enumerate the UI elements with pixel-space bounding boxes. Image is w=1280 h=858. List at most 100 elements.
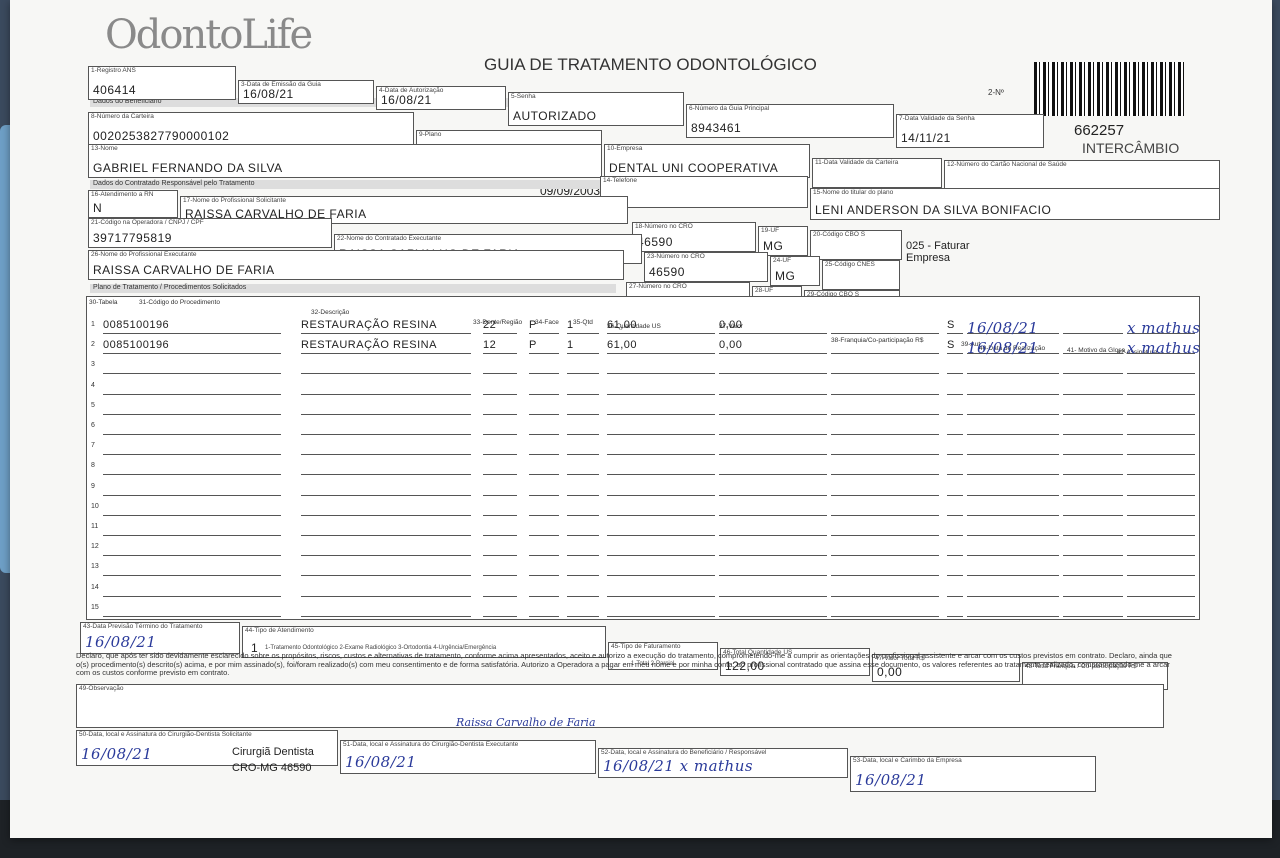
field-label: 1-Registro ANS — [91, 67, 136, 74]
row-number: 11 — [91, 523, 99, 530]
stamp-title: Cirurgiã Dentista — [232, 746, 314, 758]
table-cell — [947, 521, 963, 536]
row-number: 7 — [91, 442, 95, 450]
table-cell — [947, 582, 963, 597]
field-value: RAISSA CARVALHO DE FARIA — [185, 207, 367, 221]
field-label: 23-Número no CRO — [647, 253, 705, 260]
table-cell — [529, 521, 559, 536]
table-cell — [301, 420, 471, 435]
declaration: Declaro, que após ter sido devidamente e… — [76, 651, 1172, 677]
table-cell — [967, 582, 1059, 597]
field-label: 16-Atendimento a RN — [91, 191, 154, 198]
table-cell — [567, 481, 599, 496]
table-cell — [947, 420, 963, 435]
table-cell — [567, 460, 599, 476]
table-cell — [1127, 359, 1195, 375]
table-cell — [967, 440, 1059, 456]
field: 20-Código CBO S — [810, 230, 902, 260]
field: 6-Número da Guia Principal 8943461 — [686, 104, 894, 138]
table-cell — [529, 359, 559, 375]
table-cell — [947, 541, 963, 557]
field-label: 24-UF — [773, 257, 792, 264]
table-cell — [103, 400, 281, 415]
column-header: 30-Tabela — [89, 299, 118, 306]
field-note: 1-Tratamento Odontológico 2-Exame Radiol… — [265, 645, 497, 651]
table-cell — [607, 460, 715, 476]
table-cell — [719, 602, 827, 617]
table-cell — [301, 501, 471, 516]
table-cell — [483, 380, 517, 395]
signature-field: 53-Data, local e Carimbo da Empresa 16/08… — [850, 756, 1096, 792]
field-note: 1-Total 2-Parcial — [631, 661, 675, 667]
table-cell — [529, 561, 559, 577]
table-cell — [103, 541, 281, 557]
table-cell — [1127, 440, 1195, 456]
field-label: 44-Tipo de Atendimento — [245, 627, 314, 634]
table-cell — [719, 481, 827, 496]
footer-field: 43-Data Previsão Término do Tratamento 16… — [80, 622, 240, 654]
billing: 025 - Faturar Empresa — [906, 240, 970, 264]
footer-field: 47-Valor Total R$ 0,00 — [872, 654, 1020, 682]
table-cell — [947, 561, 963, 577]
table-cell — [529, 582, 559, 597]
table-cell — [567, 561, 599, 577]
table-cell — [567, 359, 599, 375]
field-label: 53-Data, local e Carimbo da Empresa — [853, 757, 962, 764]
form-sheet: OdontoLife GUIA DE TRATAMENTO ODONTOLÓGI… — [10, 0, 1272, 838]
table-cell — [1063, 440, 1123, 456]
table-cell — [1127, 561, 1195, 577]
footer-field: 44-Tipo de Atendimento 1-Tratamento Odont… — [242, 626, 606, 658]
row-number: 14 — [91, 583, 99, 591]
form-title: GUIA DE TRATAMENTO ODONTOLÓGICO — [484, 55, 817, 74]
field-value: GABRIEL FERNANDO DA SILVA — [93, 161, 283, 175]
table-cell — [483, 541, 517, 557]
table-cell — [831, 541, 939, 557]
field-value: 14/11/21 — [901, 131, 951, 145]
field: 14-Telefone — [600, 176, 808, 208]
field-label: 49-Observação — [79, 685, 124, 692]
field-value: 46590 — [649, 265, 685, 279]
table-cell — [831, 582, 939, 597]
table-cell — [529, 440, 559, 456]
table-cell: x mathus — [1127, 319, 1201, 337]
field: 16-Atendimento a RN N — [88, 190, 178, 218]
field: 21-Código na Operadora / CNPJ / CPF 39717… — [88, 218, 332, 248]
table-cell — [103, 602, 281, 617]
field-value: 39717795819 — [93, 231, 172, 245]
table-cell — [947, 359, 963, 375]
table-cell — [831, 561, 939, 577]
table-cell: 22 — [483, 319, 517, 334]
column-header: 40-Data de Realização — [979, 345, 1046, 352]
table-cell: P — [529, 339, 559, 355]
column-header: 34-Face — [535, 319, 559, 326]
table-cell — [607, 541, 715, 557]
field-value: MG — [763, 239, 784, 253]
table-cell — [831, 339, 939, 355]
table-cell — [947, 440, 963, 456]
field-value: 16/08/21 — [243, 87, 294, 101]
signature-field: 52-Data, local e Assinatura do Beneficiá… — [598, 748, 848, 778]
table-cell — [483, 481, 517, 496]
table-cell — [103, 481, 281, 496]
table-cell — [529, 602, 559, 617]
field-label: 29-Código CBO S — [807, 291, 860, 298]
table-cell — [967, 481, 1059, 496]
field-value: 1 — [251, 641, 259, 655]
table-cell — [301, 481, 471, 496]
column-header: 41- Motivo da Glosa — [1067, 347, 1126, 354]
field-value: 0020253827790000102 — [93, 129, 230, 143]
table-cell — [301, 400, 471, 415]
table-cell — [947, 460, 963, 476]
table-cell — [967, 460, 1059, 476]
table-cell — [1127, 460, 1195, 476]
table-cell — [301, 460, 471, 476]
table-cell — [529, 380, 559, 395]
table-cell — [719, 561, 827, 577]
table-cell — [483, 460, 517, 476]
table-cell — [607, 521, 715, 536]
field-value: N — [93, 201, 103, 215]
field-value: 16/08/21 — [345, 753, 417, 771]
table-cell — [483, 582, 517, 597]
table-cell — [831, 420, 939, 435]
field: 24-UF MG — [770, 256, 820, 286]
